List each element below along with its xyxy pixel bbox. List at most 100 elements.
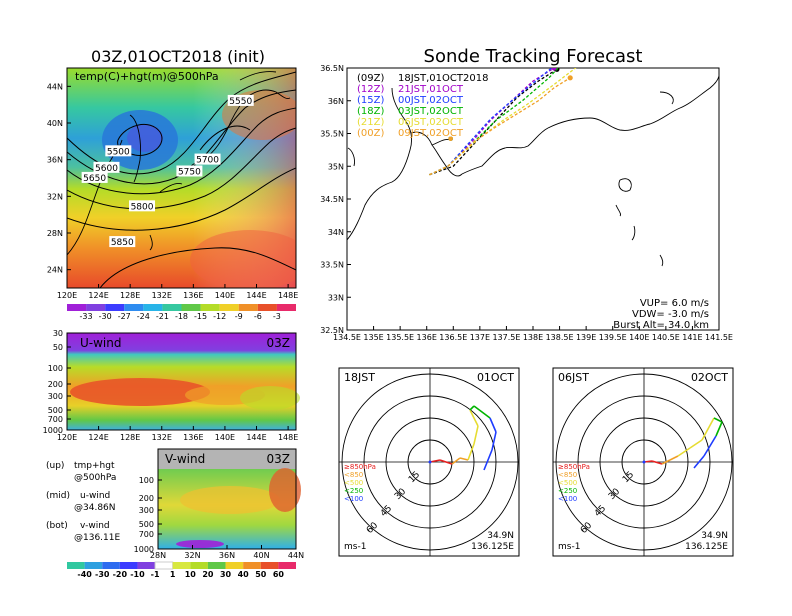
temp-colorbar-swatch: [67, 304, 87, 311]
track-lat-label: 36.5N: [320, 64, 344, 73]
hodograph-date: 01OCT: [477, 371, 514, 384]
track-lat-label: 36N: [328, 97, 344, 106]
track-lat-label: 33.5N: [320, 261, 344, 270]
temp-colorbar-label: -30: [99, 312, 112, 321]
temp-colorbar-swatch: [276, 304, 296, 311]
tracking-legend: (09Z) 18JST,01OCT2018 (12Z) 21JST,01OCT (15Z…: [357, 73, 488, 139]
track-lat-label: 35N: [328, 162, 344, 171]
hodograph-segment: [489, 417, 497, 433]
track-lon-label: 138E: [523, 333, 543, 342]
u-lon-label: 136E: [183, 433, 203, 442]
track-series: [429, 68, 577, 176]
legend-note-line2: @34.86N: [74, 503, 116, 513]
track-param: VUP= 6.0 m/s: [640, 298, 709, 309]
hodograph-level-label: ≥850hPa: [558, 463, 590, 471]
temp-colorbar-label: -3: [273, 312, 281, 321]
wind-colorbar-swatch: [102, 562, 120, 569]
tracking-coastlines: [347, 75, 719, 267]
temp-colorbar-swatch: [143, 304, 163, 311]
wind-colorbar-label: -30: [95, 570, 110, 579]
v-wind-lat-ticks: 28N 32N 36N 40N 44N: [150, 545, 304, 560]
u-lon-label: 140E: [215, 433, 235, 442]
legend-note-key: (mid): [46, 491, 70, 501]
map-lon-label: 148E: [278, 291, 298, 300]
track-legend-label: 18JST,01OCT2018: [398, 73, 488, 84]
u-wind-title: U-wind: [80, 336, 121, 350]
contour-label: 5550: [229, 97, 252, 107]
hodograph-segment: [701, 417, 715, 441]
hodograph-segment: [651, 460, 663, 465]
track-lat-label: 32.5N: [320, 326, 344, 335]
hodograph-lon: 136.125E: [685, 542, 728, 552]
map-lat-label: 28N: [47, 229, 63, 238]
u-lon-label: 124E: [88, 433, 108, 442]
track-param: VDW= -3.0 m/s: [632, 309, 709, 320]
wind-colorbar-label: -40: [77, 570, 92, 579]
contour-label: 5750: [178, 168, 201, 178]
u-pressure-label: 700: [48, 415, 63, 424]
v-pressure-label: 500: [139, 520, 154, 529]
track-lon-label: 141E: [682, 333, 702, 342]
v-pressure-label: 300: [139, 506, 154, 515]
track-legend-label: 00JST,02OCT: [398, 95, 464, 106]
hodograph-segment: [693, 455, 705, 469]
wind-colorbar-swatch: [137, 562, 156, 569]
wind-colorbar-label: 30: [220, 570, 232, 579]
wind-colorbar-swatch: [260, 562, 279, 569]
track-lon-label: 141.5E: [705, 333, 733, 342]
u-pressure-label: 200: [48, 380, 63, 389]
hodograph-segment: [677, 447, 691, 457]
temp-colorbar-label: -24: [137, 312, 150, 321]
map-title: 03Z,01OCT2018 (init): [91, 47, 265, 66]
contour-label: 5700: [196, 156, 219, 166]
u-wind-time: 03Z: [267, 336, 291, 350]
v-pressure-label: 200: [139, 494, 154, 503]
temp-colorbar-label: -27: [118, 312, 131, 321]
wind-colorbar-swatch: [243, 562, 261, 569]
u-pressure-label: 50: [53, 343, 63, 352]
wind-colorbar-label: -1: [151, 570, 160, 579]
hodograph-lat: 34.9N: [487, 531, 514, 541]
wind-colorbar-label: 20: [202, 570, 214, 579]
track-lon-label: 140.5E: [652, 333, 680, 342]
hodograph-segment: [669, 455, 679, 461]
hodograph-time: 18JST: [344, 371, 375, 384]
hodograph-segment: [439, 459, 453, 465]
hodograph-level-label: <250: [344, 487, 363, 495]
map-lat-label: 32N: [47, 192, 63, 201]
v-lat-label: 32N: [184, 551, 200, 560]
contour-label-bg: [176, 165, 203, 177]
hodograph-segment: [483, 449, 493, 471]
hodograph-date: 02OCT: [691, 371, 728, 384]
wind-colorbar-swatch: [278, 562, 296, 569]
track-legend-code: (00Z): [357, 128, 384, 139]
track-lon-label: 135E: [363, 333, 383, 342]
track-lat-label: 34.5N: [320, 195, 344, 204]
contour-label-bg: [105, 145, 132, 157]
track-lat-label: 34N: [328, 228, 344, 237]
u-pressure-label: 30: [53, 329, 63, 338]
hodograph-segment: [473, 405, 491, 419]
temp-colorbar-label: -12: [213, 312, 226, 321]
hodograph-lat: 34.9N: [701, 531, 728, 541]
v-wind-title: V-wind: [165, 452, 205, 466]
contour-label: 5600: [95, 164, 118, 174]
track-lon-label: 137.5E: [492, 333, 520, 342]
track-legend-label: 21JST,01OCT: [398, 84, 464, 95]
temp-colorbar-swatch: [86, 304, 106, 311]
legend-note-line1: tmp+hgt: [74, 461, 115, 471]
u-pressure-label: 100: [48, 364, 63, 373]
temp-colorbar-swatch: [124, 304, 144, 311]
wind-colorbar-swatch: [207, 562, 226, 569]
map-lat-label: 44N: [47, 82, 63, 91]
wind-colorbar-swatch: [190, 562, 208, 569]
temp-colorbar-label: -33: [80, 312, 93, 321]
v-lat-label: 40N: [253, 551, 269, 560]
track-legend-code: (21Z): [357, 117, 384, 128]
track-legend-code: (09Z): [357, 73, 384, 84]
temp-colorbar-label: -9: [235, 312, 243, 321]
